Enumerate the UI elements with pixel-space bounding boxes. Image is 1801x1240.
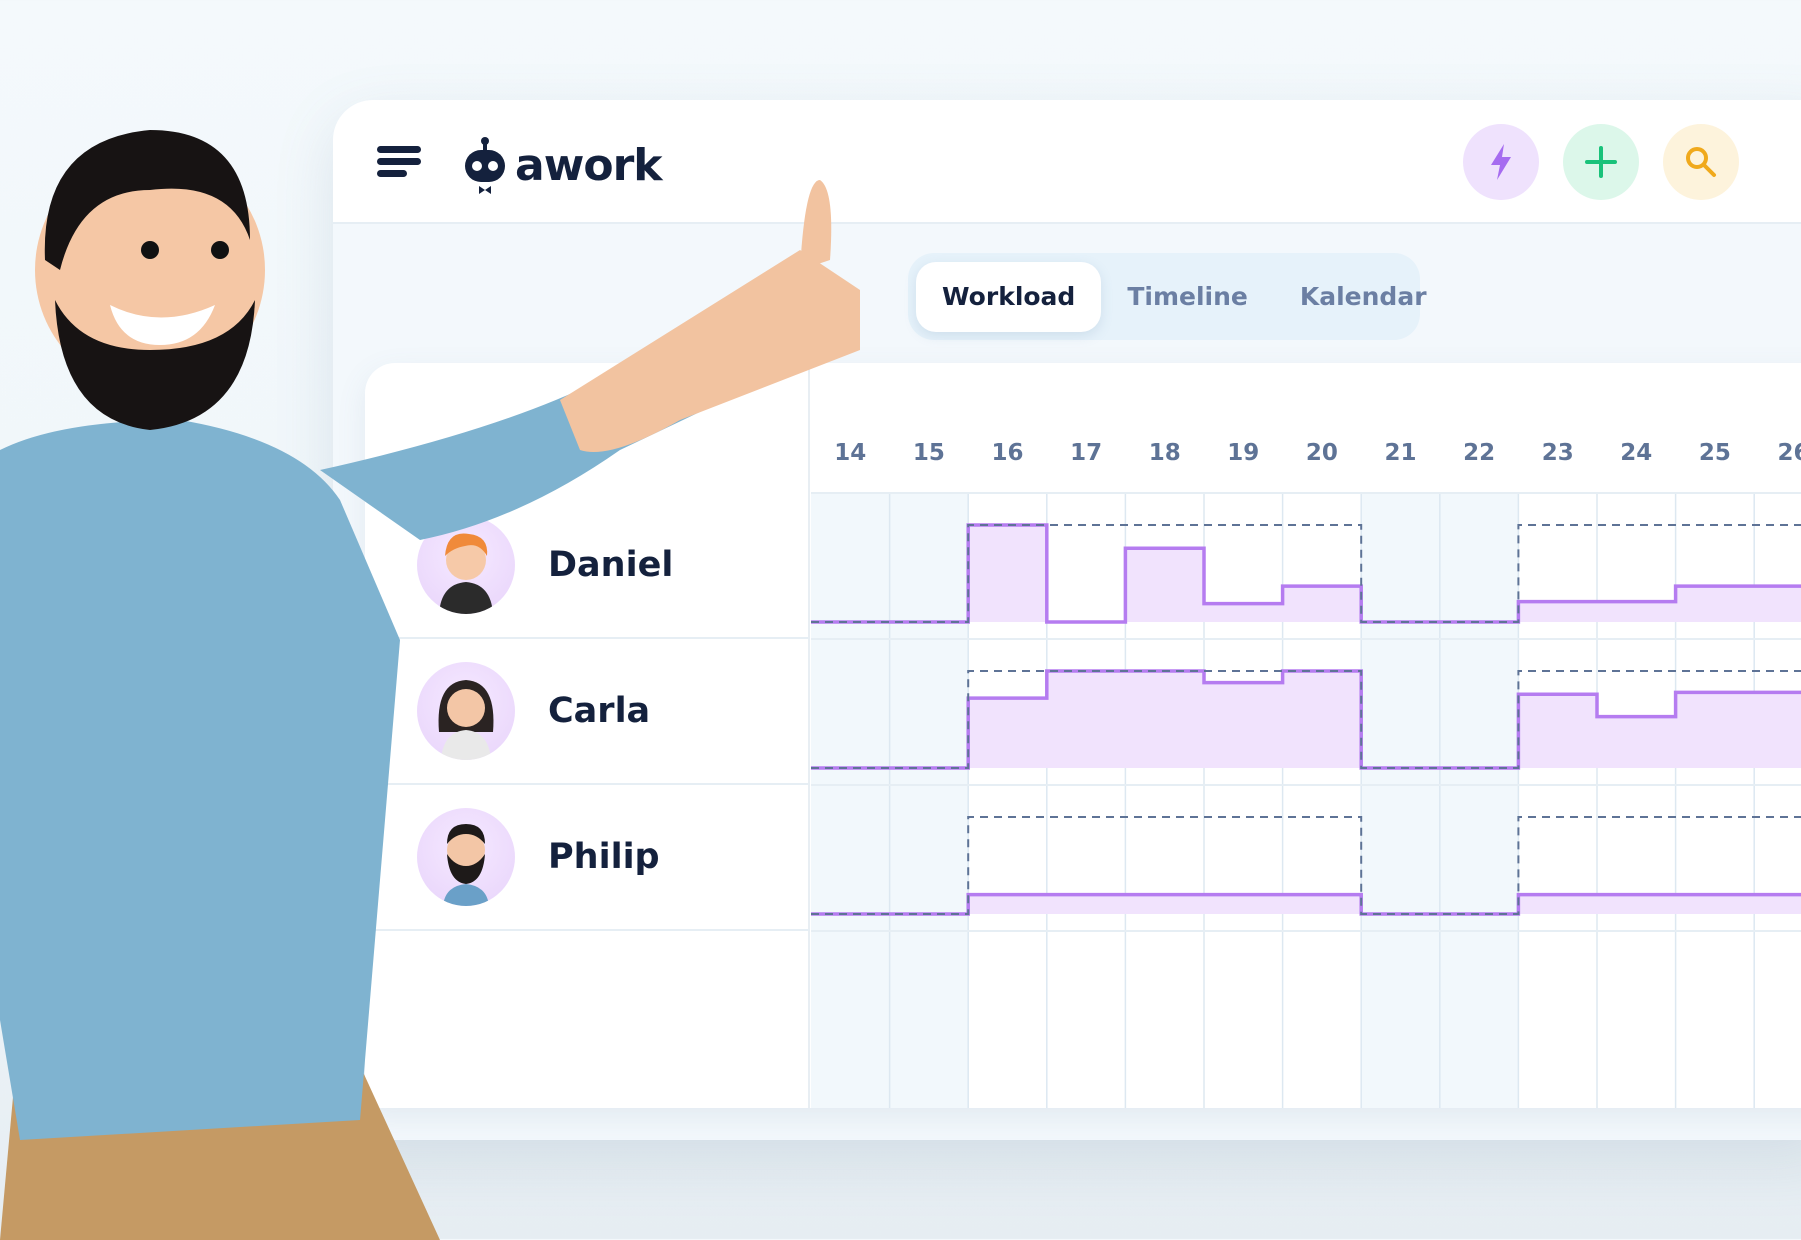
weekend-column [889, 493, 969, 1108]
workload-line [811, 523, 1801, 624]
search-icon [1686, 147, 1716, 177]
day-label: 20 [1306, 440, 1338, 466]
lightning-icon [1491, 144, 1511, 180]
logo[interactable]: awork [463, 136, 663, 194]
view-tabs: Workload Timeline Kalendar [908, 253, 1427, 340]
person-row-philip[interactable]: Philip [365, 785, 810, 931]
day-label: 15 [913, 440, 945, 466]
hamburger-icon[interactable] [377, 146, 421, 178]
capacity-line [811, 524, 1801, 623]
people-panel: Daniel Carla Philip [365, 363, 810, 1108]
plus-icon [1585, 146, 1617, 178]
avatar [417, 808, 515, 906]
day-label: 21 [1384, 440, 1416, 466]
top-bar: awork [333, 100, 1801, 224]
workload-area [811, 525, 1801, 622]
person-row-carla[interactable]: Carla [365, 639, 810, 785]
day-label: 16 [991, 440, 1023, 466]
day-label: 23 [1542, 440, 1574, 466]
day-label: 14 [834, 440, 866, 466]
quick-action-button[interactable] [1463, 124, 1539, 200]
search-button[interactable] [1663, 124, 1739, 200]
person-name: Carla [548, 691, 651, 731]
tab-timeline[interactable]: Timeline [1127, 282, 1248, 311]
create-button[interactable] [1563, 124, 1639, 200]
day-label: 26 [1777, 440, 1801, 466]
weekend-column [1439, 493, 1519, 1108]
character-illustration [0, 130, 860, 1240]
logo-text: awork [515, 139, 663, 191]
avatar [417, 662, 515, 760]
avatar [417, 516, 515, 614]
capacity-line [811, 816, 1801, 915]
workload-area [811, 894, 1801, 914]
weekend-column [1361, 493, 1440, 1108]
day-label: 19 [1227, 440, 1259, 466]
person-row-daniel[interactable]: Daniel [365, 493, 810, 639]
person-name: Daniel [548, 545, 674, 585]
capacity-line [811, 670, 1801, 769]
day-label: 18 [1149, 440, 1181, 466]
weekend-column [811, 493, 890, 1108]
workload-chart: 14 15 16 17 18 19 20 21 22 23 24 25 26 [811, 440, 1801, 1108]
day-label: 25 [1699, 440, 1731, 466]
robot-logo-icon [465, 137, 505, 194]
day-label: 22 [1463, 440, 1495, 466]
day-label: 24 [1620, 440, 1652, 466]
person-name: Philip [548, 837, 660, 877]
tab-workload[interactable]: Workload [916, 261, 1102, 332]
tab-kalendar[interactable]: Kalendar [1299, 282, 1427, 311]
day-label: 17 [1070, 440, 1102, 466]
